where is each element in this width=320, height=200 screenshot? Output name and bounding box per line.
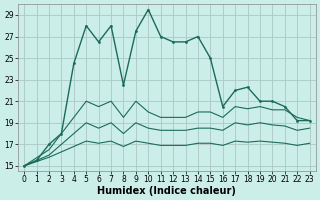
- X-axis label: Humidex (Indice chaleur): Humidex (Indice chaleur): [98, 186, 236, 196]
